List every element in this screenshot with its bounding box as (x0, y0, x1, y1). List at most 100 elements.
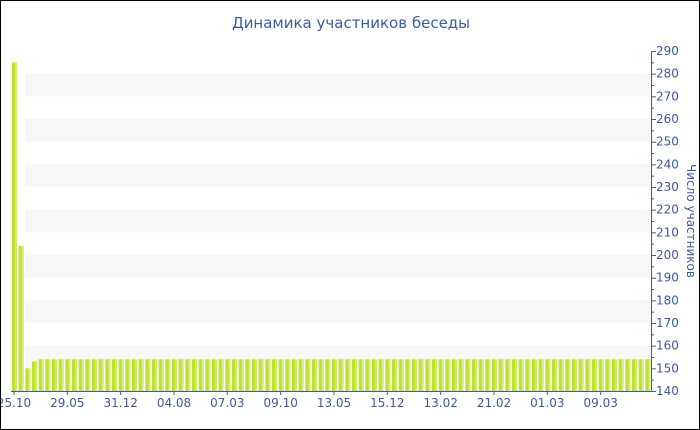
bar-highlight (42, 359, 44, 391)
bar-highlight (488, 359, 490, 391)
bar-highlight (68, 359, 70, 391)
bar (465, 359, 471, 391)
y-tick-label: 190 (656, 271, 679, 285)
bar (138, 359, 144, 391)
x-tick-label: 31.12 (103, 396, 137, 410)
bar-highlight (122, 359, 124, 391)
bar-highlight (162, 359, 164, 391)
bar (145, 359, 151, 391)
y-tick-label: 200 (656, 248, 679, 262)
bar (312, 359, 317, 391)
bar-highlight (95, 359, 97, 391)
y-tick-label: 140 (656, 384, 679, 398)
bar-highlight (542, 359, 544, 391)
bar-highlight (428, 359, 430, 391)
bar (472, 359, 477, 391)
bar (425, 359, 431, 391)
bar (485, 359, 491, 391)
bar-highlight (388, 359, 390, 391)
bar (418, 359, 424, 391)
bar (12, 62, 17, 391)
bar (65, 359, 71, 391)
bar-highlight (555, 359, 557, 391)
y-tick-label: 270 (656, 89, 679, 103)
bar (445, 359, 451, 391)
bar-highlight (28, 368, 30, 391)
bar (518, 359, 524, 391)
bar-highlight (628, 359, 630, 391)
bar (345, 359, 351, 391)
bar (198, 359, 204, 391)
bar-highlight (395, 359, 397, 391)
bar (512, 359, 517, 391)
grid-band (25, 73, 651, 97)
bar (645, 359, 651, 391)
bar-highlight (208, 359, 210, 391)
bar-highlight (275, 359, 277, 391)
bar-highlight (288, 359, 290, 391)
bar (258, 359, 264, 391)
bar-highlight (175, 359, 177, 391)
bar-highlight (22, 245, 24, 391)
bar (598, 359, 604, 391)
bar-highlight (15, 62, 17, 391)
bar (58, 359, 64, 391)
bar-highlight (408, 359, 410, 391)
bar (505, 359, 511, 391)
bar-highlight (335, 359, 337, 391)
bar (118, 359, 124, 391)
bar-highlight (402, 359, 404, 391)
bar (605, 359, 611, 391)
bar (165, 359, 171, 391)
bar-highlight (202, 359, 204, 391)
bar (218, 359, 224, 391)
bar-highlight (495, 359, 497, 391)
bar-highlight (235, 359, 237, 391)
grid-band (25, 300, 651, 323)
grid-band (25, 164, 651, 187)
bar-highlight (322, 359, 324, 391)
x-tick-label: 25.10 (1, 396, 31, 410)
bar (385, 359, 391, 391)
bar-highlight (355, 359, 357, 391)
bar-highlight (635, 359, 637, 391)
bar-highlight (255, 359, 257, 391)
bar (285, 359, 291, 391)
bar-highlight (348, 359, 350, 391)
bar-highlight (382, 359, 384, 391)
bar-highlight (228, 359, 230, 391)
grid-band (25, 255, 651, 278)
bar-highlight (262, 359, 264, 391)
bar-highlight (588, 359, 590, 391)
bar-highlight (182, 359, 184, 391)
bar-highlight (282, 359, 284, 391)
bar (205, 359, 211, 391)
bar (152, 359, 157, 391)
y-tick-label: 150 (656, 361, 679, 375)
bar (92, 359, 97, 391)
bar (398, 359, 404, 391)
y-tick-label: 250 (656, 135, 679, 149)
bar (98, 359, 104, 391)
bar (632, 359, 637, 391)
bar (158, 359, 164, 391)
bar-highlight (82, 359, 84, 391)
bar-highlight (422, 359, 424, 391)
bar-highlight (128, 359, 130, 391)
bar (192, 359, 197, 391)
grid-band (25, 119, 651, 142)
bar-highlight (415, 359, 417, 391)
bar (18, 245, 24, 391)
bar (532, 359, 537, 391)
bar (45, 359, 51, 391)
bar (638, 359, 644, 391)
bar (178, 359, 184, 391)
bar (612, 359, 617, 391)
x-tick-label: 01.03 (530, 396, 564, 410)
bar (498, 359, 504, 391)
bar-highlight (462, 359, 464, 391)
bar-highlight (435, 359, 437, 391)
bar-highlight (62, 359, 64, 391)
bar (305, 359, 311, 391)
bar (352, 359, 357, 391)
